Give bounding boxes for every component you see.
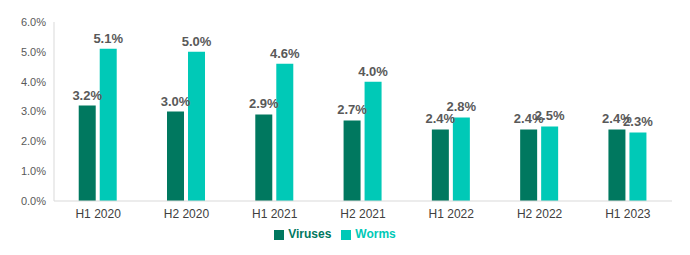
svg-text:2.0%: 2.0% [21, 135, 46, 147]
svg-text:5.0%: 5.0% [182, 34, 212, 49]
svg-text:H1 2022: H1 2022 [429, 207, 475, 221]
svg-text:4.0%: 4.0% [358, 64, 388, 79]
svg-text:1.0%: 1.0% [21, 165, 46, 177]
svg-text:2.4%: 2.4% [602, 111, 632, 127]
svg-text:0.0%: 0.0% [21, 195, 46, 207]
svg-text:3.2%: 3.2% [72, 88, 102, 103]
svg-text:2.7%: 2.7% [337, 102, 367, 117]
svg-text:2.4%: 2.4% [425, 111, 456, 127]
svg-text:2.8%: 2.8% [447, 99, 477, 114]
svg-text:H2 2022: H2 2022 [517, 207, 563, 221]
svg-text:2.5%: 2.5% [535, 108, 565, 123]
svg-text:3.0%: 3.0% [21, 105, 46, 117]
svg-text:H1 2020: H1 2020 [75, 207, 121, 221]
svg-text:4.6%: 4.6% [270, 46, 300, 61]
svg-text:2.4%: 2.4% [513, 111, 544, 127]
svg-text:H1 2021: H1 2021 [252, 207, 298, 221]
svg-text:H2 2020: H2 2020 [164, 207, 210, 221]
html-text:Worms: Worms [355, 227, 396, 241]
html-text:Viruses: Viruses [288, 227, 332, 241]
svg-text:6.0%: 6.0% [21, 16, 46, 28]
svg-text:H1 2023: H1 2023 [605, 207, 651, 221]
svg-text:3.0%: 3.0% [161, 94, 191, 109]
svg-text:2.9%: 2.9% [249, 96, 279, 111]
svg-text:H2 2021: H2 2021 [340, 207, 386, 221]
svg-text:5.1%: 5.1% [93, 31, 123, 46]
svg-text:5.0%: 5.0% [21, 46, 46, 58]
svg-text:4.0%: 4.0% [21, 76, 46, 88]
svg-text:2.3%: 2.3% [623, 114, 653, 129]
